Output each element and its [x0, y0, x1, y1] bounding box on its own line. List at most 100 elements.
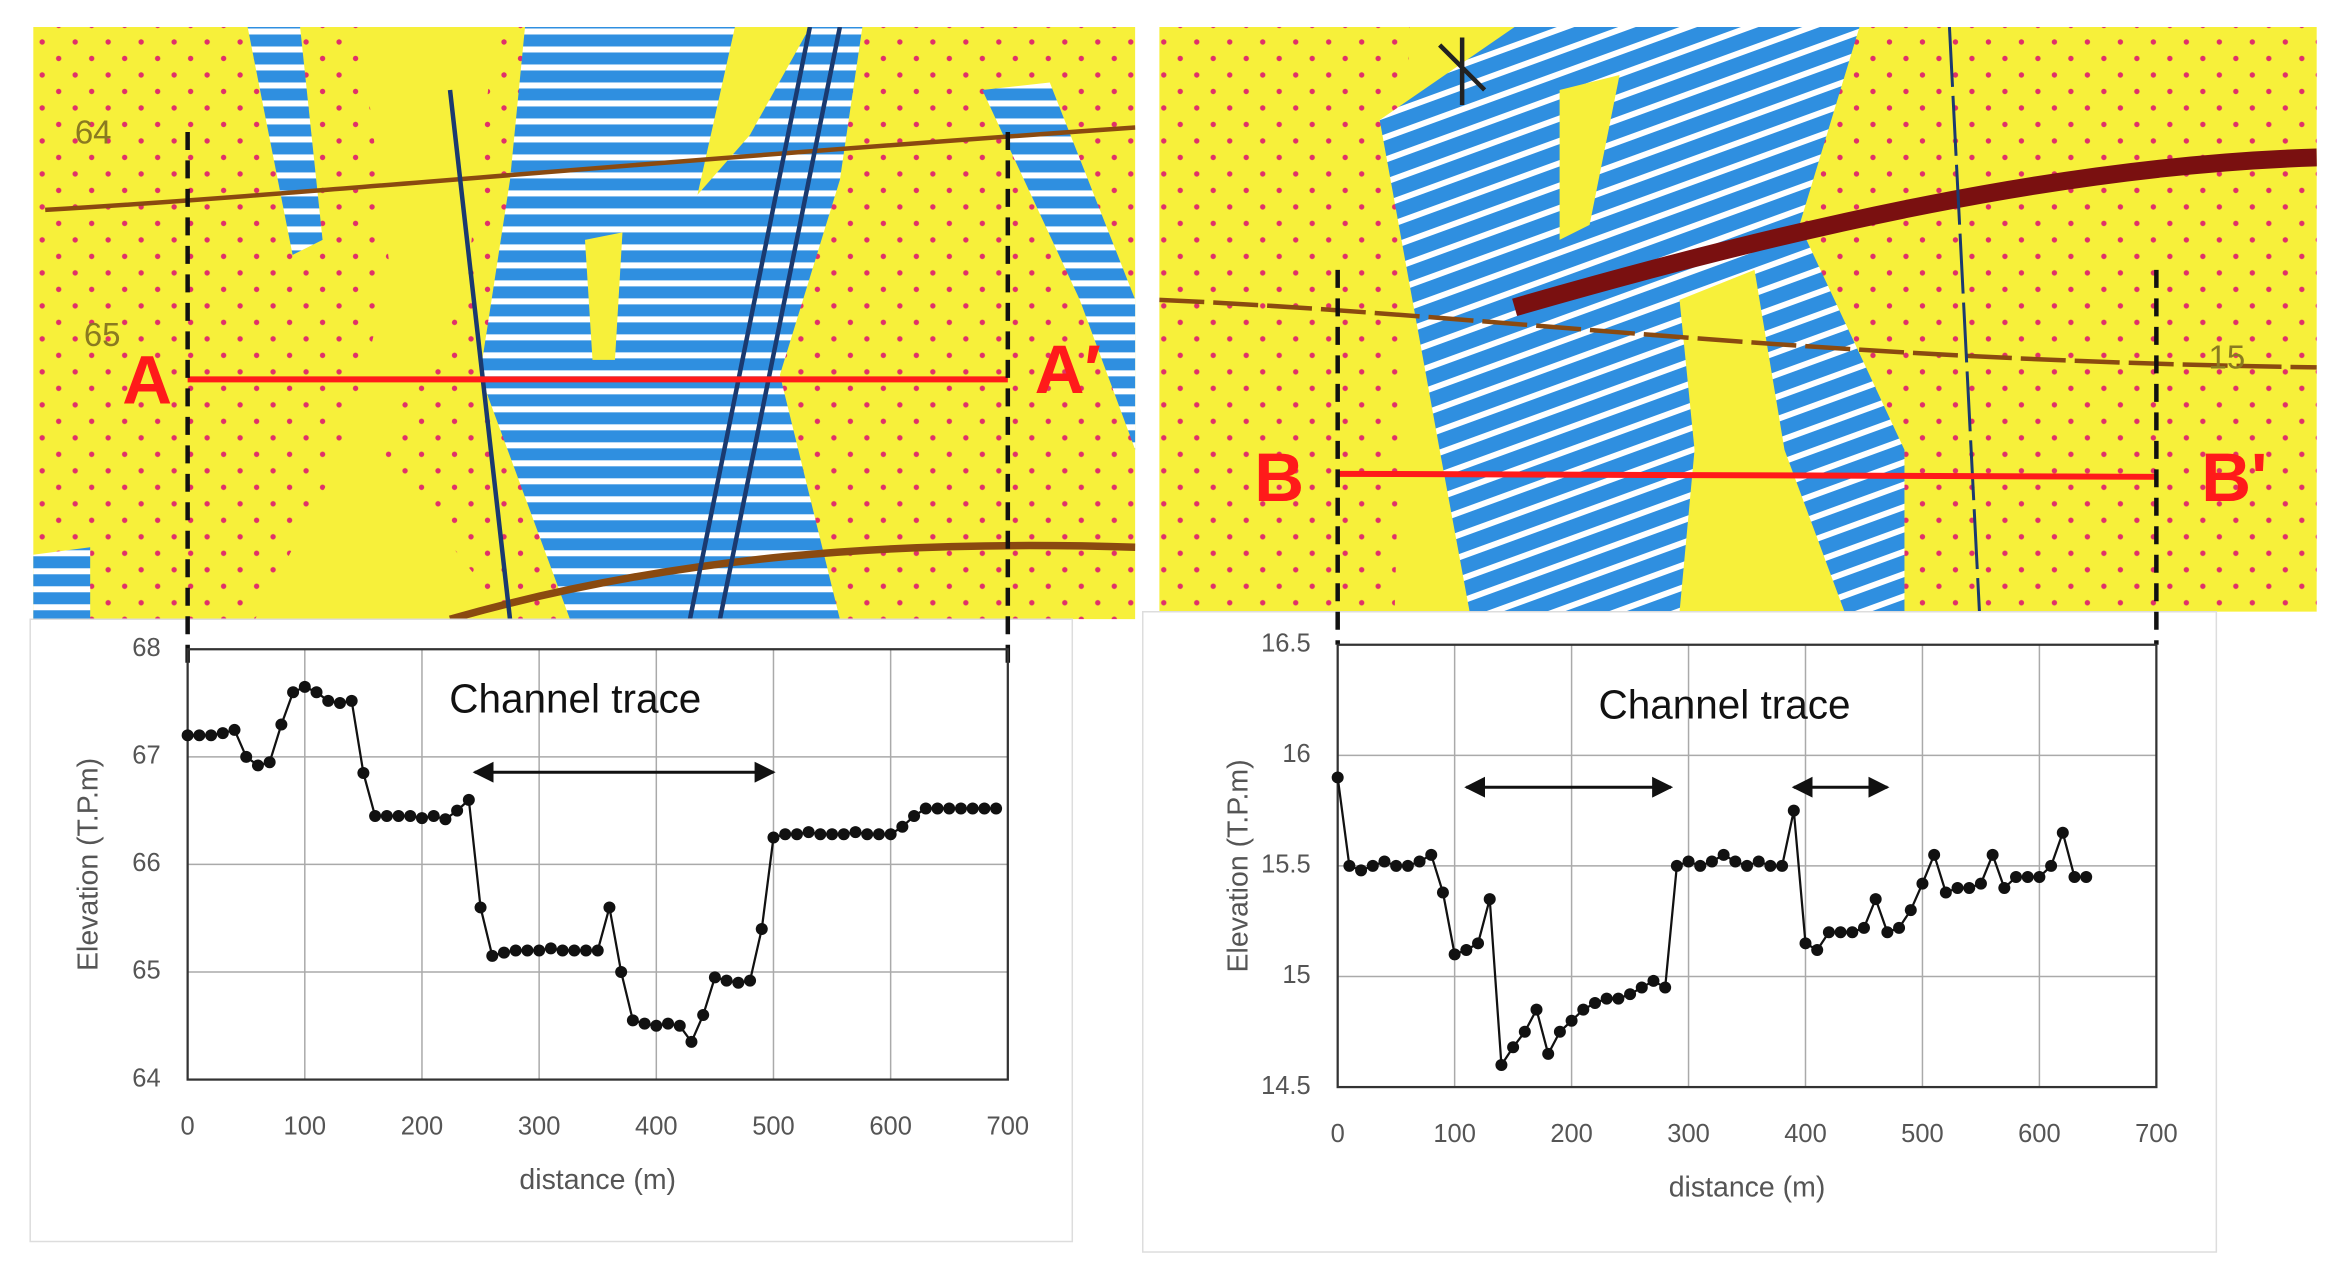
data-point	[2068, 870, 2081, 883]
data-point	[1822, 926, 1835, 939]
data-point	[943, 802, 956, 815]
data-point	[2033, 870, 2046, 883]
data-point	[1413, 855, 1426, 868]
data-point	[1448, 948, 1461, 961]
data-point	[310, 686, 323, 699]
data-point	[1741, 859, 1754, 872]
data-point	[744, 974, 757, 987]
data-point	[263, 756, 276, 769]
data-point	[1986, 848, 1999, 861]
data-point	[287, 686, 300, 699]
x-tick-label: 700	[2135, 1120, 2178, 1148]
chart-panel	[29, 618, 1074, 1243]
data-point	[837, 828, 850, 841]
x-tick-label: 600	[2018, 1120, 2061, 1148]
data-point	[521, 944, 534, 957]
data-point	[427, 810, 440, 822]
data-point	[240, 750, 253, 763]
x-tick-label: 600	[869, 1112, 912, 1140]
data-point	[580, 944, 593, 957]
data-point	[1776, 859, 1789, 872]
data-point	[486, 949, 499, 962]
data-point	[193, 729, 206, 742]
data-point	[509, 944, 522, 957]
y-tick-label: 65	[132, 957, 160, 985]
data-point	[1542, 1047, 1555, 1060]
data-point	[1507, 1041, 1520, 1054]
data-point	[2080, 870, 2093, 883]
data-point	[1612, 992, 1625, 1005]
data-point	[533, 944, 546, 957]
annotation: Channel trace	[1599, 681, 1851, 727]
data-point	[978, 802, 991, 815]
data-point	[216, 727, 229, 740]
data-point	[298, 680, 311, 693]
map-b	[1159, 26, 2317, 612]
data-point	[591, 944, 604, 957]
data-point	[603, 901, 616, 914]
data-point	[1881, 926, 1894, 939]
data-point	[1893, 921, 1906, 934]
contour-label: 65	[84, 316, 121, 353]
data-point	[685, 1035, 698, 1048]
data-point	[1869, 893, 1882, 906]
data-point	[767, 831, 780, 844]
section-label: A′	[1035, 331, 1101, 408]
data-point	[1553, 1025, 1566, 1038]
data-point	[357, 766, 370, 779]
y-axis-title: Elevation (T.P.m)	[1223, 759, 1255, 972]
data-point	[392, 810, 405, 822]
plot-frame	[186, 648, 1009, 1081]
x-tick-label: 300	[518, 1112, 561, 1140]
data-point	[1472, 937, 1485, 950]
data-point	[1998, 882, 2011, 895]
map-a	[33, 26, 1136, 620]
data-point	[884, 828, 897, 841]
data-point	[849, 826, 862, 839]
section-line	[1337, 470, 2157, 480]
data-point	[650, 1019, 663, 1032]
data-point	[1588, 997, 1601, 1010]
data-point	[1401, 859, 1414, 872]
data-point	[1974, 877, 1987, 890]
data-point	[615, 965, 628, 978]
y-tick-label: 15.5	[1261, 851, 1311, 879]
data-point	[732, 976, 745, 989]
data-point	[251, 759, 264, 772]
x-tick-label: 100	[284, 1112, 327, 1140]
y-tick-label: 16	[1282, 740, 1310, 768]
data-point	[1635, 981, 1648, 994]
data-point	[439, 813, 452, 826]
data-point	[544, 942, 557, 955]
data-point	[1752, 855, 1765, 868]
x-tick-label: 300	[1667, 1120, 1710, 1148]
data-point	[662, 1017, 675, 1030]
data-point	[1811, 943, 1824, 956]
data-point	[1624, 988, 1637, 1001]
data-point	[1717, 848, 1730, 861]
data-point	[1425, 848, 1438, 861]
data-point	[708, 971, 721, 984]
data-point	[1705, 855, 1718, 868]
data-point	[802, 826, 815, 839]
data-point	[1682, 855, 1695, 868]
data-point	[1834, 926, 1847, 939]
data-point	[228, 723, 241, 736]
data-point	[638, 1017, 651, 1030]
data-point	[931, 802, 944, 815]
data-point	[1670, 859, 1683, 872]
data-point	[779, 828, 792, 841]
data-point	[1799, 937, 1812, 950]
data-point	[1436, 886, 1449, 899]
data-point	[1846, 926, 1859, 939]
data-point	[673, 1019, 686, 1032]
y-tick-label: 66	[132, 849, 160, 877]
data-point	[908, 810, 921, 822]
data-point	[474, 901, 487, 914]
chart-panel	[1142, 611, 2218, 1253]
data-point	[1518, 1025, 1531, 1038]
data-point	[2010, 870, 2023, 883]
data-point	[1694, 859, 1707, 872]
data-point	[2045, 859, 2058, 872]
